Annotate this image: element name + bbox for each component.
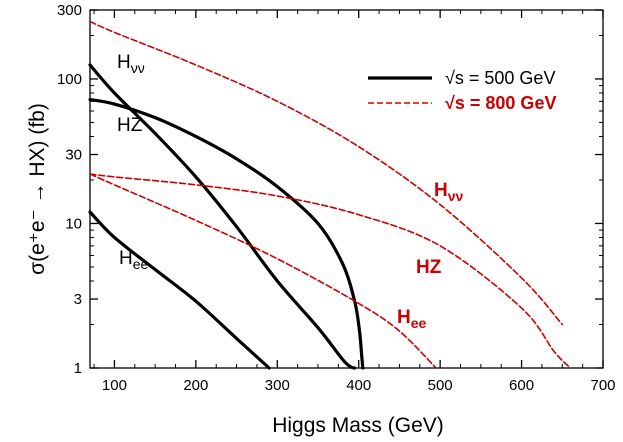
series-label-500-hvv: Hνν bbox=[117, 52, 145, 76]
series-line-800-hee bbox=[89, 173, 437, 369]
x-tick-label: 500 bbox=[428, 377, 453, 394]
legend-label-500: √s = 500 GeV bbox=[445, 68, 555, 88]
series-label-500-hz: HZ bbox=[117, 115, 143, 136]
plot-frame bbox=[89, 9, 604, 369]
series-label-800-hee: Hee bbox=[397, 307, 427, 331]
series-line-500-hνν bbox=[88, 63, 357, 370]
y-tick-label: 10 bbox=[65, 215, 82, 232]
x-tick-label: 300 bbox=[265, 377, 290, 394]
series-label-800-hz: HZ bbox=[416, 257, 442, 278]
legend-label-800: √s = 800 GeV bbox=[445, 93, 556, 113]
legend: √s = 500 GeV √s = 800 GeV bbox=[368, 68, 556, 113]
y-tick-label: 300 bbox=[57, 2, 82, 19]
x-tick-label: 600 bbox=[509, 377, 534, 394]
y-tick-label: 30 bbox=[65, 147, 82, 164]
series-label-500-hee: Hee bbox=[119, 248, 149, 272]
x-tick-label: 100 bbox=[102, 377, 127, 394]
x-tick-label: 400 bbox=[346, 377, 371, 394]
y-tick-label: 3 bbox=[74, 291, 82, 308]
y-tick-label: 100 bbox=[57, 71, 82, 88]
series-line-500-hee bbox=[88, 210, 271, 370]
series-line-800-hz bbox=[89, 173, 572, 369]
x-tick-label: 700 bbox=[590, 377, 615, 394]
series-line-500-hz bbox=[88, 97, 365, 370]
y-axis-title: σ(e⁺e⁻ → HX) (fb) bbox=[26, 103, 49, 275]
x-axis-title: Higgs Mass (GeV) bbox=[272, 414, 444, 437]
series-line-800-hνν bbox=[89, 20, 564, 326]
y-tick-label: 1 bbox=[74, 360, 82, 377]
series-curves bbox=[88, 20, 572, 370]
x-tick-label: 200 bbox=[183, 377, 208, 394]
axis-ticks: 100 200 300 400 500 600 700 1 3 10 30 100 300 bbox=[57, 2, 616, 394]
series-label-800-hvv: Hνν bbox=[434, 180, 464, 204]
